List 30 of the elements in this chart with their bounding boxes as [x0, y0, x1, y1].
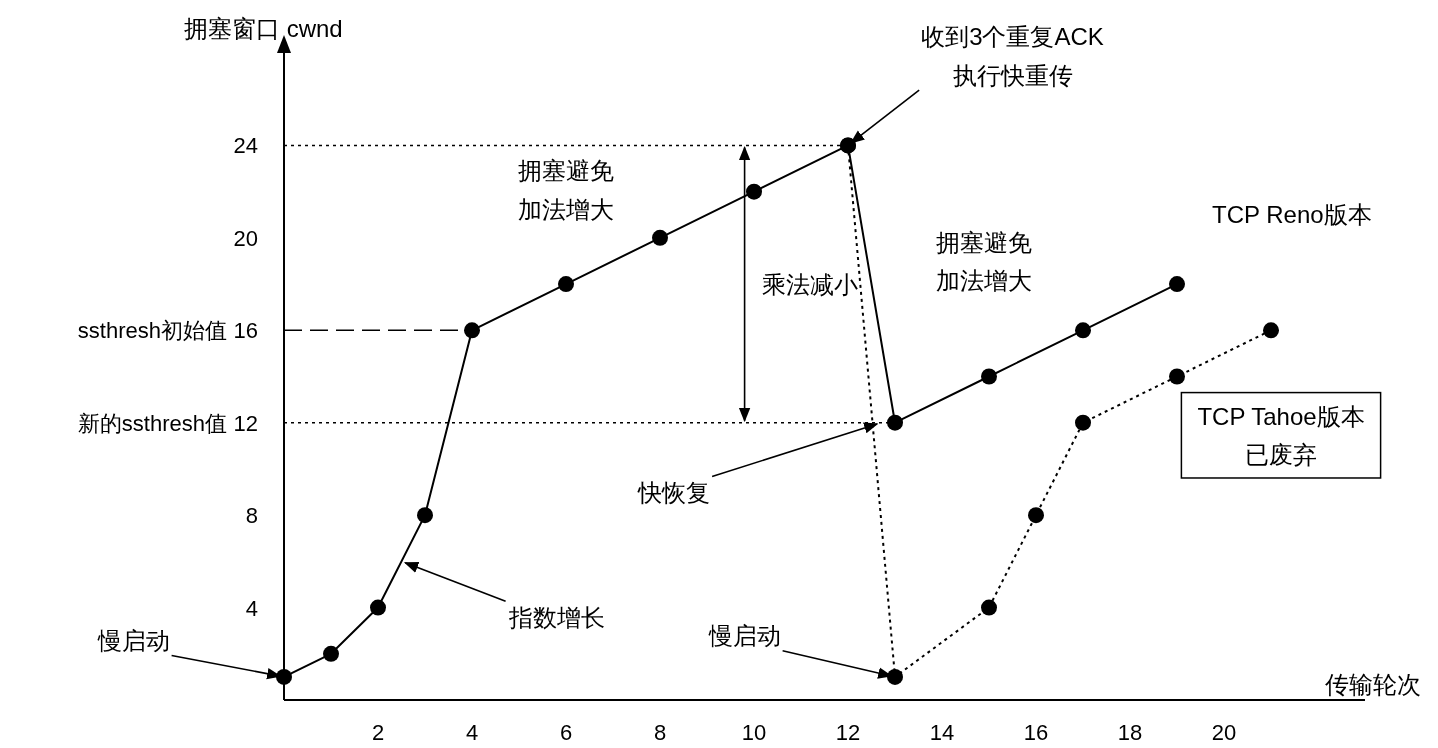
- annotation: 慢启动: [96, 626, 170, 654]
- annotation: 收到3个重复ACK执行快重传: [921, 22, 1104, 89]
- x-tick-label: 10: [741, 719, 767, 745]
- annotation: 指数增长: [507, 603, 605, 631]
- ref-line-label: 新的ssthresh值: [77, 410, 227, 436]
- x-tick-label: 18: [1117, 719, 1143, 745]
- ref-line-label: ssthresh初始值: [77, 317, 227, 343]
- x-tick-label: 14: [929, 719, 955, 745]
- annotation: 拥塞避免加法增大: [936, 228, 1033, 294]
- text: TCP Reno版本: [1212, 200, 1372, 228]
- x-tick-label: 8: [653, 719, 667, 745]
- x-tick-label: 12: [835, 719, 861, 745]
- x-axis-title: 传输轮次: [1325, 670, 1421, 698]
- annotation: 慢启动: [707, 621, 781, 649]
- y-axis-title: 拥塞窗口 cwnd: [184, 14, 343, 42]
- series-label: TCP Tahoe版本已废弃: [1197, 402, 1365, 468]
- annotation: 乘法减小: [762, 270, 859, 298]
- x-tick-label: 2: [371, 719, 385, 745]
- x-tick-label: 20: [1211, 719, 1237, 745]
- y-tick-label: 24: [233, 132, 258, 158]
- y-tick-label: 16: [233, 317, 258, 343]
- y-tick-label: 20: [233, 225, 258, 251]
- y-tick-label: 4: [245, 595, 258, 621]
- annotation: 快恢复: [637, 478, 711, 506]
- y-tick-label: 8: [245, 502, 258, 528]
- annotation: 拥塞避免加法增大: [518, 156, 614, 223]
- x-tick-label: 6: [559, 719, 573, 745]
- y-tick-label: 12: [233, 410, 258, 436]
- x-tick-label: 16: [1023, 719, 1049, 745]
- x-tick-label: 4: [465, 719, 479, 745]
